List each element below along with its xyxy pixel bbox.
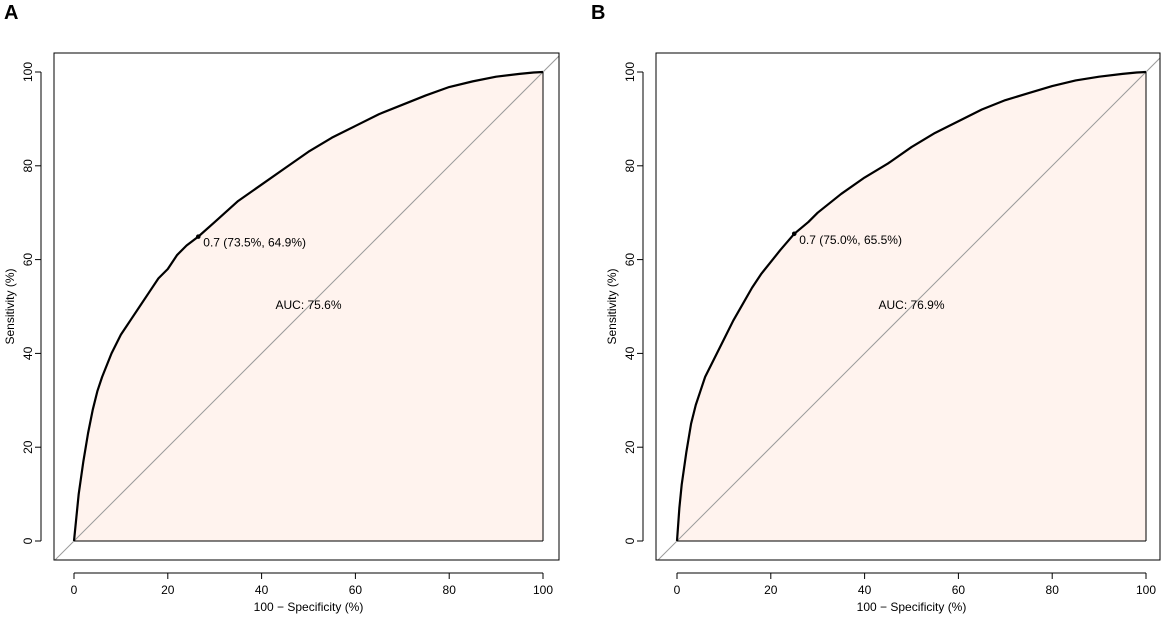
x-tick-label: 0 [71,583,78,597]
x-tick-label: 40 [858,583,872,597]
threshold-point [195,234,201,239]
panel-label-b: B [591,2,606,24]
reference-diagonal-line [54,55,559,560]
x-tick-label: 100 [533,583,553,597]
panel-label-a: A [4,2,19,24]
x-tick-label: 0 [674,583,681,597]
y-tick-label: 0 [623,537,637,544]
reference-diagonal-line [657,57,1160,560]
y-axis-label: Sensitivity (%) [3,268,17,344]
y-tick-label: 20 [623,440,637,454]
y-tick-label: 20 [21,440,35,454]
roc-chart-b: 0.7 (75.0%, 65.5%) AUC: 76.9% 0 20 40 60 80 100… [605,52,1161,614]
panel-b: 0.7 (75.0%, 65.5%) AUC: 76.9% 0 20 40 60 80 100… [585,0,1170,617]
auc-label: AUC: 75.6% [275,298,341,312]
y-tick-label: 40 [21,346,35,360]
x-axis-label: 100 − Specificity (%) [254,600,364,614]
y-tick-label: 80 [21,159,35,173]
roc-curve-line [675,70,1147,542]
y-tick-label: 60 [623,253,637,267]
panel-a: 0.7 (73.5%, 64.9%) AUC: 75.6% 0 20 40 60 80 100… [3,2,560,614]
threshold-point [791,231,797,237]
roc-chart-a: 0.7 (73.5%, 64.9%) AUC: 75.6% 0 20 40 60 80 100… [3,52,560,614]
x-tick-label: 80 [1046,583,1060,597]
x-axis-label: 100 − Specificity (%) [857,600,967,614]
x-tick-label: 20 [161,583,175,597]
y-tick-label: 0 [21,537,35,544]
x-tick-label: 60 [952,583,966,597]
x-tick-label: 60 [349,583,363,597]
x-tick-label: 80 [443,583,457,597]
plot-frame [655,52,1161,561]
plot-area-b: 0.7 (75.0%, 65.5%) AUC: 76.9% 0 20 40 60 80 100… [605,52,1161,614]
x-tick-label: 40 [255,583,269,597]
x-tick-label: 100 [1136,583,1156,597]
y-tick-label: 60 [21,253,35,267]
y-axis-label: Sensitivity (%) [605,268,619,344]
threshold-label: 0.7 (75.0%, 65.5%) [799,233,902,247]
roc-curve-line [72,70,544,542]
x-tick-label: 20 [764,583,778,597]
plot-area-a: 0.7 (73.5%, 64.9%) AUC: 75.6% 0 20 40 60 80 100… [3,52,560,614]
y-tick-label: 100 [21,62,35,82]
y-tick-label: 100 [623,62,637,82]
auc-label: AUC: 76.9% [878,298,944,312]
y-tick-label: 80 [623,159,637,173]
threshold-label: 0.7 (73.5%, 64.9%) [203,236,306,250]
plot-frame [53,52,560,561]
y-tick-label: 40 [623,346,637,360]
